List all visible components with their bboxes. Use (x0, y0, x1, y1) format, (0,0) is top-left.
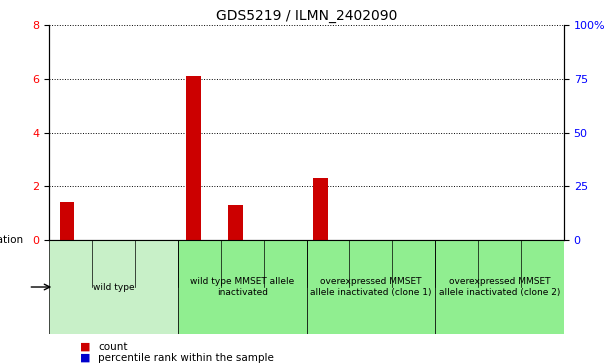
Text: overexpressed MMSET
allele inactivated (clone 1): overexpressed MMSET allele inactivated (… (310, 277, 432, 297)
Text: ■: ■ (80, 352, 90, 363)
Bar (229, 205, 243, 240)
Bar (59, 203, 74, 240)
FancyBboxPatch shape (178, 240, 306, 334)
Text: percentile rank within the sample: percentile rank within the sample (98, 352, 274, 363)
Title: GDS5219 / ILMN_2402090: GDS5219 / ILMN_2402090 (216, 9, 397, 23)
Text: genotype/variation: genotype/variation (0, 235, 23, 245)
Bar (313, 178, 327, 240)
Text: wild type: wild type (93, 282, 134, 291)
Text: ■: ■ (80, 342, 90, 352)
Text: wild type MMSET allele
inactivated: wild type MMSET allele inactivated (190, 277, 294, 297)
FancyBboxPatch shape (306, 240, 435, 334)
FancyBboxPatch shape (49, 240, 178, 334)
Text: overexpressed MMSET
allele inactivated (clone 2): overexpressed MMSET allele inactivated (… (439, 277, 560, 297)
Text: count: count (98, 342, 128, 352)
Bar (186, 76, 201, 240)
FancyBboxPatch shape (435, 240, 564, 334)
